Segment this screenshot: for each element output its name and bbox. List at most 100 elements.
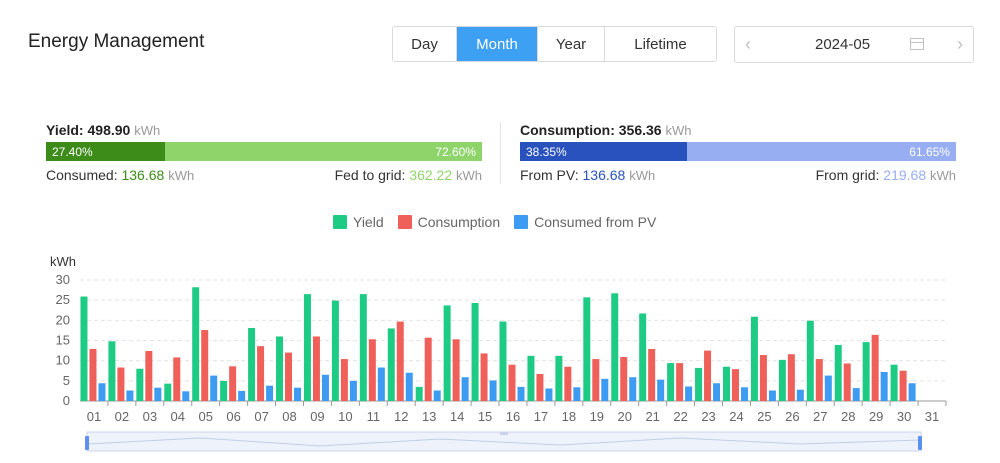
bar-consumption[interactable] [676,363,684,401]
bar-yield[interactable] [248,327,256,401]
bar-yield[interactable] [443,305,451,401]
bar-yield[interactable] [192,287,200,401]
bar-consumed-from-pv[interactable] [573,387,581,401]
bar-yield[interactable] [667,363,675,401]
date-value[interactable]: 2024-05 [815,36,871,53]
bar-consumption[interactable] [843,363,851,401]
bar-consumption[interactable] [173,357,181,401]
bar-consumed-from-pv[interactable] [880,371,888,401]
bar-yield[interactable] [527,355,535,401]
bar-consumed-from-pv[interactable] [685,386,693,401]
bar-consumption[interactable] [648,348,656,401]
bar-consumption[interactable] [704,350,712,401]
bar-consumed-from-pv[interactable] [182,391,190,401]
bar-yield[interactable] [359,294,367,401]
bar-consumption[interactable] [480,353,488,401]
bar-yield[interactable] [639,313,647,401]
bar-consumption[interactable] [285,352,293,401]
bar-yield[interactable] [806,320,814,401]
bar-consumption[interactable] [759,355,767,401]
zoom-handle-right[interactable] [918,436,922,450]
bar-consumed-from-pv[interactable] [98,383,106,401]
bar-consumption[interactable] [89,348,97,401]
bar-consumption[interactable] [424,337,432,401]
zoom-handle-left[interactable] [85,436,89,450]
bar-yield[interactable] [387,328,395,401]
bar-consumption[interactable] [731,369,739,401]
bar-consumption[interactable] [312,336,320,401]
bar-yield[interactable] [583,297,591,401]
bar-consumed-from-pv[interactable] [126,390,134,401]
chevron-right-icon[interactable]: › [957,34,963,54]
bar-consumption[interactable] [145,350,153,401]
bar-yield[interactable] [220,380,228,401]
bar-consumed-from-pv[interactable] [266,385,274,401]
bar-consumption[interactable] [787,354,795,401]
bar-consumed-from-pv[interactable] [796,389,804,401]
bar-consumed-from-pv[interactable] [349,380,357,401]
bar-consumed-from-pv[interactable] [433,390,441,401]
bar-consumption[interactable] [536,373,544,401]
bar-consumed-from-pv[interactable] [768,390,776,401]
bar-yield[interactable] [750,316,758,401]
date-picker[interactable]: ‹ 2024-05 › [734,26,974,63]
tab-year[interactable]: Year [538,27,605,61]
bar-consumed-from-pv[interactable] [852,388,860,401]
bar-consumed-from-pv[interactable] [713,383,721,401]
tab-lifetime[interactable]: Lifetime [605,27,716,61]
bar-consumed-from-pv[interactable] [545,388,553,401]
bar-consumption[interactable] [620,357,628,401]
bar-consumption[interactable] [229,366,237,401]
bar-yield[interactable] [136,368,144,401]
bar-yield[interactable] [611,293,619,401]
bar-consumption[interactable] [899,370,907,401]
bar-yield[interactable] [499,321,507,401]
bar-consumed-from-pv[interactable] [294,387,302,401]
bar-consumption[interactable] [368,339,376,401]
bar-consumed-from-pv[interactable] [740,387,748,401]
bar-yield[interactable] [415,386,423,401]
bar-consumed-from-pv[interactable] [657,379,665,401]
chevron-left-icon[interactable]: ‹ [745,34,751,54]
bar-consumed-from-pv[interactable] [824,375,832,401]
bar-consumed-from-pv[interactable] [908,383,916,401]
tab-month[interactable]: Month [457,27,538,61]
legend-item-consumption[interactable]: Consumption [397,214,500,230]
bar-yield[interactable] [164,383,172,401]
tab-day[interactable]: Day [393,27,457,61]
bar-yield[interactable] [303,294,311,401]
bar-yield[interactable] [722,366,730,401]
bar-consumed-from-pv[interactable] [321,374,329,401]
bar-yield[interactable] [862,342,870,401]
bar-consumed-from-pv[interactable] [461,377,469,401]
bar-yield[interactable] [695,367,703,401]
legend-item-yield[interactable]: Yield [333,214,384,230]
bar-consumption[interactable] [340,359,348,401]
bar-consumption[interactable] [452,339,460,401]
bar-consumption[interactable] [564,366,572,401]
legend-item-consumed-from-pv[interactable]: Consumed from PV [514,214,656,230]
bar-consumption[interactable] [201,330,209,401]
bar-yield[interactable] [80,296,88,401]
bar-consumption[interactable] [396,321,404,401]
zoom-drag-grip[interactable] [500,432,508,435]
bar-yield[interactable] [890,364,898,401]
bar-consumed-from-pv[interactable] [489,380,497,401]
bar-consumed-from-pv[interactable] [238,390,246,401]
bar-yield[interactable] [108,341,116,401]
bar-consumed-from-pv[interactable] [629,377,637,401]
bar-consumption[interactable] [117,367,125,401]
bar-yield[interactable] [778,359,786,401]
bar-consumed-from-pv[interactable] [517,386,525,401]
bar-consumed-from-pv[interactable] [405,372,413,401]
bar-consumption[interactable] [257,346,265,401]
bar-consumption[interactable] [871,334,879,401]
bar-yield[interactable] [834,344,842,401]
bar-yield[interactable] [555,355,563,401]
bar-consumption[interactable] [508,364,516,401]
bar-yield[interactable] [471,302,479,401]
bar-consumption[interactable] [592,359,600,401]
bar-consumption[interactable] [815,359,823,401]
bar-yield[interactable] [276,336,284,401]
bar-consumed-from-pv[interactable] [377,367,385,401]
